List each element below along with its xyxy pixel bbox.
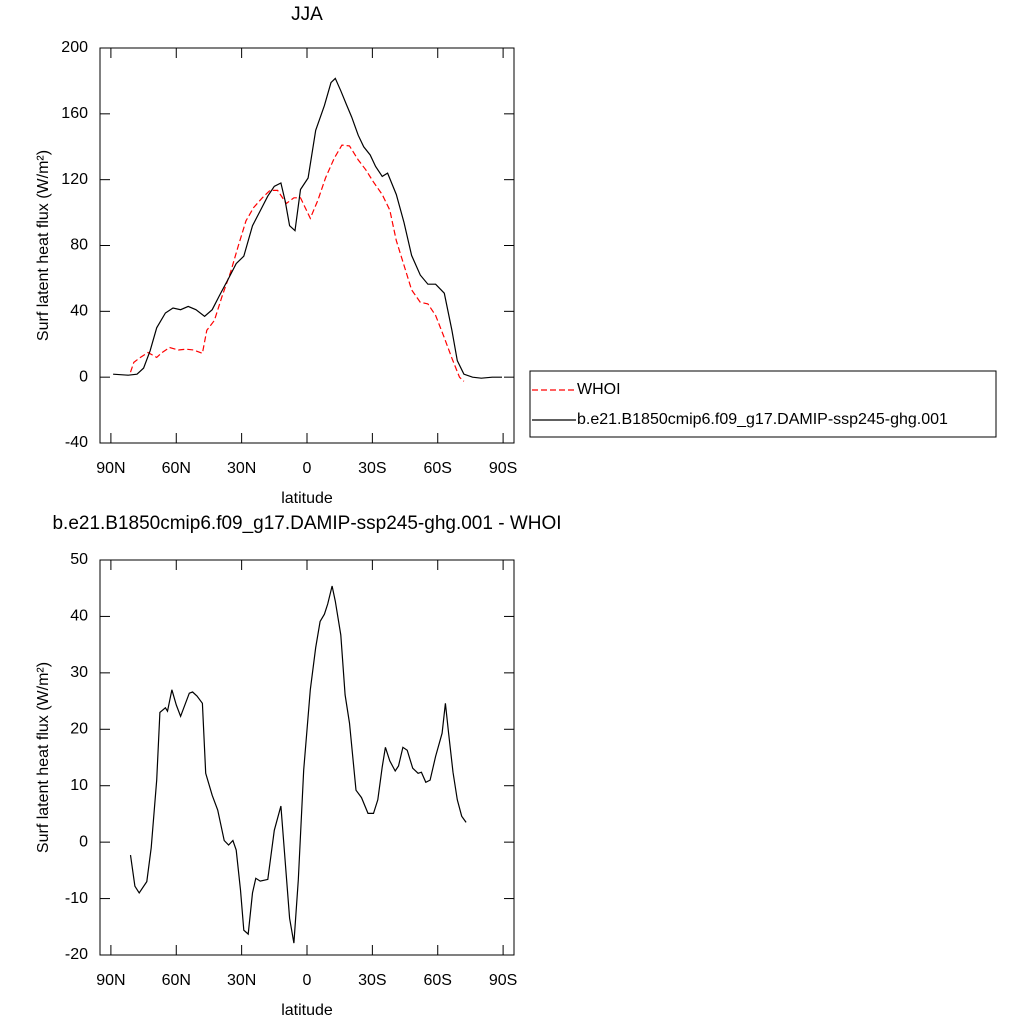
x-tick-label: 90N [96,972,125,989]
x-axis-label: latitude [281,1002,333,1019]
y-tick-label: -40 [65,434,88,451]
y-tick-label: -20 [65,946,88,963]
y-tick-label: 0 [79,368,88,385]
x-tick-label: 60N [162,972,191,989]
y-axis-label: Surf latent heat flux (W/m²) [35,150,52,341]
data-line [129,585,467,944]
y-tick-label: 10 [70,777,88,794]
chart-title: JJA [291,4,323,25]
x-tick-label: 60N [162,460,191,477]
data-line [113,77,502,379]
y-tick-label: 30 [70,664,88,681]
y-tick-label: 50 [70,551,88,568]
y-tick-label: 160 [61,105,88,122]
x-tick-label: 30S [358,460,386,477]
legend-label: b.e21.B1850cmip6.f09_g17.DAMIP-ssp245-gh… [577,411,948,428]
y-tick-label: 80 [70,237,88,254]
y-tick-label: -10 [65,890,88,907]
x-tick-label: 60S [424,460,452,477]
x-tick-label: 30S [358,972,386,989]
y-tick-label: 0 [79,833,88,850]
chart-title: b.e21.B1850cmip6.f09_g17.DAMIP-ssp245-gh… [52,513,561,534]
y-axis-label: Surf latent heat flux (W/m²) [35,662,52,853]
y-tick-label: 200 [61,39,88,56]
x-tick-label: 90S [489,972,517,989]
x-tick-label: 90N [96,460,125,477]
legend-label: WHOI [577,381,621,398]
y-tick-label: 40 [70,608,88,625]
y-tick-label: 40 [70,303,88,320]
x-tick-label: 90S [489,460,517,477]
plot-frame [99,47,515,444]
x-tick-label: 60S [424,972,452,989]
data-line [129,144,465,382]
x-tick-label: 0 [303,972,312,989]
x-axis-label: latitude [281,490,333,507]
y-tick-label: 120 [61,171,88,188]
x-tick-label: 30N [227,972,256,989]
x-tick-label: 30N [227,460,256,477]
x-tick-label: 0 [303,460,312,477]
legend-box [529,370,997,438]
y-tick-label: 20 [70,721,88,738]
